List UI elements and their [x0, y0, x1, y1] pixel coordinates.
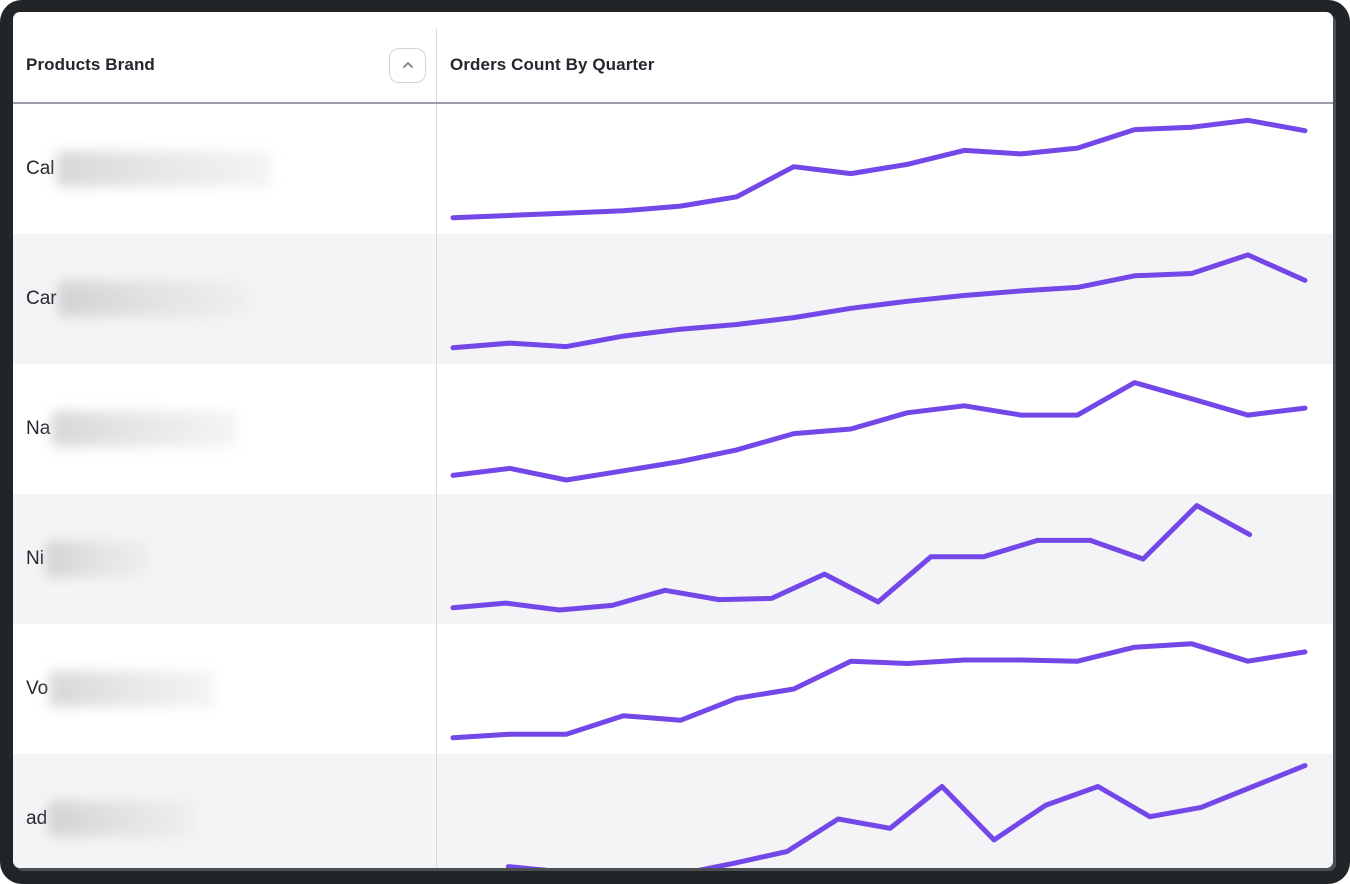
sort-ascending-button[interactable] — [389, 47, 426, 83]
table-header: Products Brand Orders Count By Quarter — [13, 12, 1333, 104]
brand-label-prefix: Cal — [26, 158, 55, 179]
table-row[interactable]: ad — [13, 754, 1333, 868]
column-header-products-brand: Products Brand — [26, 55, 155, 74]
table-row[interactable]: Na — [13, 364, 1333, 494]
brand-label-prefix: Car — [26, 288, 57, 309]
column-header-orders-count: Orders Count By Quarter — [450, 55, 655, 74]
table-body: Cal Car Na Ni — [13, 104, 1333, 868]
redacted-text-blur — [49, 671, 215, 707]
brand-cell: Car — [13, 234, 437, 364]
sparkline-chart — [450, 641, 1308, 741]
redacted-text-blur — [44, 541, 150, 577]
sparkline-chart — [450, 380, 1308, 483]
sparkline-chart — [450, 117, 1308, 221]
brand-label-prefix: Vo — [26, 678, 49, 699]
table-row[interactable]: Car — [13, 234, 1333, 364]
table-row[interactable]: Cal — [13, 104, 1333, 234]
table-row[interactable]: Vo — [13, 624, 1333, 754]
sparkline-chart — [450, 252, 1308, 351]
header-cell-products-brand: Products Brand — [13, 28, 437, 102]
sparkline-chart — [505, 763, 1308, 868]
brand-cell: Cal — [13, 104, 437, 234]
sparkline-cell — [437, 624, 1333, 754]
redacted-text-blur — [51, 411, 237, 447]
table-row[interactable]: Ni — [13, 494, 1333, 624]
brand-label-prefix: Na — [26, 418, 51, 439]
brand-label-prefix: Ni — [26, 548, 44, 569]
sparkline-cell — [437, 364, 1333, 494]
sparkline-cell — [437, 494, 1333, 624]
sparkline-chart — [450, 503, 1253, 613]
sparkline-cell — [437, 754, 1333, 868]
redacted-text-blur — [48, 801, 199, 837]
chevron-up-icon — [400, 57, 416, 73]
sparkline-cell — [437, 234, 1333, 364]
brand-cell: Na — [13, 364, 437, 494]
header-cell-orders-count: Orders Count By Quarter — [437, 28, 1333, 102]
report-table: Products Brand Orders Count By Quarter C… — [13, 12, 1333, 868]
brand-cell: Ni — [13, 494, 437, 624]
redacted-text-blur — [57, 281, 248, 317]
redacted-text-blur — [55, 151, 271, 187]
sparkline-cell — [437, 104, 1333, 234]
brand-cell: Vo — [13, 624, 437, 754]
brand-cell: ad — [13, 754, 437, 868]
brand-label-prefix: ad — [26, 808, 48, 829]
